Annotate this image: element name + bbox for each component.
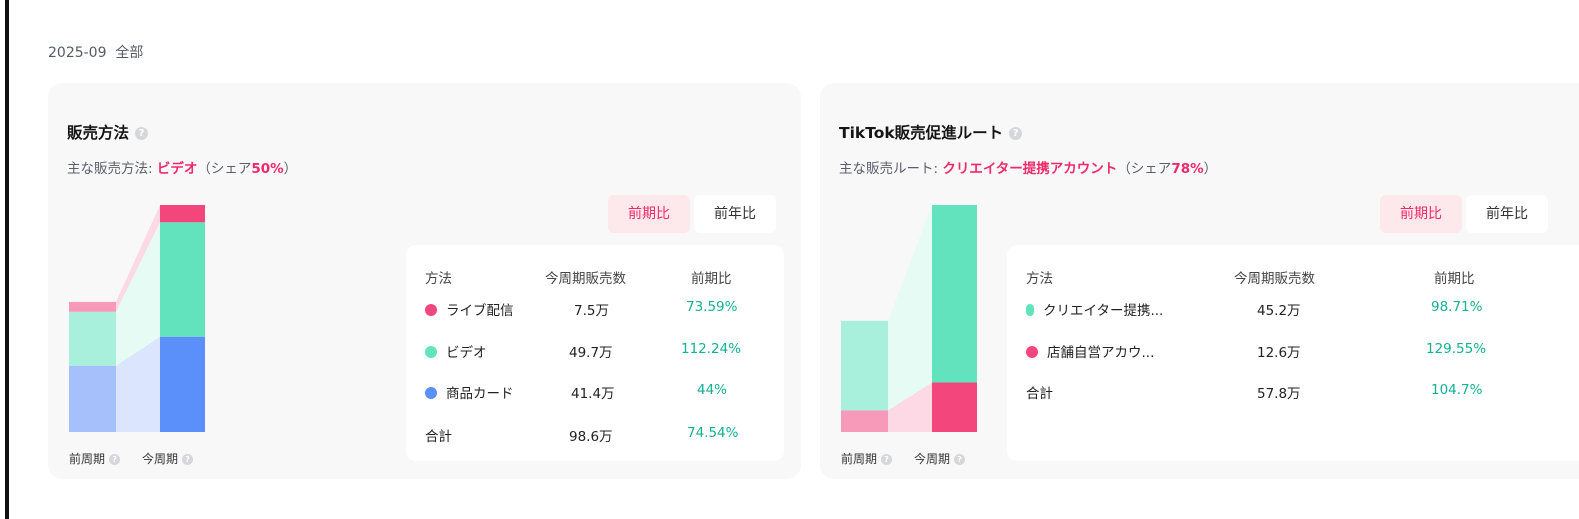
x-label-curr: 今周期?: [142, 450, 194, 467]
bar-segment-prev[interactable]: [69, 365, 116, 432]
table-row-name: ビデオ: [425, 341, 487, 361]
table-row-name: 商品カード: [425, 382, 514, 402]
col-header-ratio: 前期比: [1434, 271, 1475, 287]
sales-method-card: 販売方法? 主な販売方法: ビデオ（シェア50%） 前周期? 今周期? 前期比 …: [48, 83, 801, 479]
row-sales: 7.5万: [574, 303, 609, 319]
row-sales: 41.4万: [571, 386, 615, 402]
share-value: 50%: [251, 161, 284, 177]
compare-toggle: 前期比 前年比: [1380, 195, 1548, 233]
row-ratio: 129.55%: [1426, 341, 1487, 357]
bar-segment-curr[interactable]: [160, 205, 205, 223]
connector-band: [888, 382, 932, 432]
info-icon[interactable]: ?: [182, 454, 194, 465]
col-header-sales: 今周期販売数: [545, 271, 626, 287]
total-label: 合計: [425, 429, 452, 445]
x-label-prev: 前周期?: [69, 450, 121, 467]
share-prefix: （シェア: [1117, 161, 1172, 177]
x-label-curr-text: 今周期: [142, 452, 179, 466]
compare-toggle: 前期比 前年比: [608, 195, 776, 233]
route-table: [1007, 245, 1579, 461]
sales-route-card: TikTok販売促進ルート? 主な販売ルート: クリエイター提携アカウント（シェ…: [820, 83, 1579, 479]
total-ratio: 74.54%: [687, 425, 739, 441]
connector-band: [116, 205, 160, 312]
left-border: [5, 0, 9, 519]
card-title-text: 販売方法: [67, 124, 130, 142]
table-row-name: 店舗自営アカウ...: [1026, 341, 1154, 361]
row-label: 店舗自営アカウ...: [1047, 345, 1155, 361]
info-icon[interactable]: ?: [109, 454, 121, 465]
total-ratio: 104.7%: [1431, 382, 1483, 398]
stacked-bar-chart: [841, 205, 977, 432]
bar-segment-prev[interactable]: [841, 320, 888, 411]
share-prefix: （シェア: [197, 161, 252, 177]
table-row-name: ライブ配信: [425, 299, 514, 319]
row-sales: 49.7万: [569, 345, 613, 361]
card-title: TikTok販売促進ルート?: [839, 121, 1023, 143]
year-compare-tab[interactable]: 前年比: [1466, 195, 1548, 233]
row-label: ビデオ: [446, 345, 487, 361]
row-label: 商品カード: [446, 386, 514, 402]
info-icon[interactable]: ?: [1009, 127, 1023, 140]
card-subtitle: 主な販売方法: ビデオ（シェア50%）: [67, 157, 297, 177]
row-ratio: 98.71%: [1431, 299, 1483, 315]
connector-band: [116, 222, 160, 366]
period-compare-tab[interactable]: 前期比: [1380, 195, 1462, 233]
row-label: ライブ配信: [446, 303, 514, 319]
bar-segment-curr[interactable]: [160, 222, 205, 337]
x-label-prev: 前周期?: [841, 450, 893, 467]
main-route-highlight: クリエイター提携アカウント: [942, 161, 1118, 177]
row-ratio: 112.24%: [681, 341, 742, 357]
table-row-name: クリエイター提携...: [1026, 299, 1163, 319]
year-compare-tab[interactable]: 前年比: [694, 195, 776, 233]
period-scope: 全部: [115, 45, 144, 61]
legend-dot: [1026, 304, 1034, 316]
period-month: 2025-09: [48, 45, 107, 61]
method-table: [406, 245, 784, 461]
legend-dot: [425, 304, 437, 316]
bar-segment-curr[interactable]: [932, 382, 977, 432]
x-label-curr: 今周期?: [914, 450, 966, 467]
x-label-curr-text: 今周期: [914, 452, 951, 466]
total-label: 合計: [1026, 386, 1053, 402]
card-title: 販売方法?: [67, 121, 149, 143]
share-suffix: ）: [283, 161, 298, 177]
total-sales: 98.6万: [569, 429, 613, 445]
legend-dot: [425, 387, 437, 399]
card-subtitle: 主な販売ルート: クリエイター提携アカウント（シェア78%）: [839, 157, 1217, 177]
row-ratio: 73.59%: [686, 299, 738, 315]
bar-segment-prev[interactable]: [841, 410, 888, 432]
share-suffix: ）: [1203, 161, 1218, 177]
legend-dot: [425, 346, 437, 358]
subtitle-prefix: 主な販売ルート:: [839, 161, 943, 177]
card-title-text: TikTok販売促進ルート: [839, 124, 1004, 142]
connector-band: [116, 336, 160, 432]
period-label: 2025-09 全部: [48, 42, 143, 62]
row-label: クリエイター提携...: [1043, 303, 1164, 319]
col-header-sales: 今周期販売数: [1234, 271, 1315, 287]
total-sales: 57.8万: [1257, 386, 1301, 402]
subtitle-prefix: 主な販売方法:: [67, 161, 157, 177]
share-value: 78%: [1171, 161, 1204, 177]
row-sales: 45.2万: [1257, 303, 1301, 319]
col-header-method: 方法: [1026, 271, 1053, 287]
connector-band: [888, 205, 932, 411]
x-label-prev-text: 前周期: [69, 452, 106, 466]
x-label-prev-text: 前周期: [841, 452, 878, 466]
info-icon[interactable]: ?: [881, 454, 893, 465]
row-ratio: 44%: [697, 382, 728, 398]
col-header-method: 方法: [425, 271, 452, 287]
row-sales: 12.6万: [1257, 345, 1301, 361]
main-method-highlight: ビデオ: [156, 161, 198, 177]
period-compare-tab[interactable]: 前期比: [608, 195, 690, 233]
bar-segment-curr[interactable]: [932, 205, 977, 383]
info-icon[interactable]: ?: [135, 127, 149, 140]
stacked-bar-chart: [69, 205, 205, 432]
col-header-ratio: 前期比: [691, 271, 732, 287]
bar-segment-prev[interactable]: [69, 311, 116, 366]
info-icon[interactable]: ?: [954, 454, 966, 465]
bar-segment-prev[interactable]: [69, 301, 116, 312]
legend-dot: [1026, 346, 1038, 358]
bar-segment-curr[interactable]: [160, 336, 205, 432]
